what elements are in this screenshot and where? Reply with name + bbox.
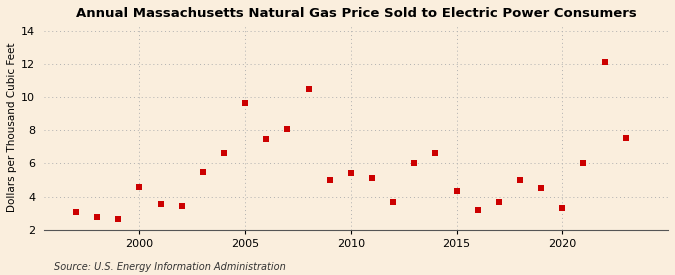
Title: Annual Massachusetts Natural Gas Price Sold to Electric Power Consumers: Annual Massachusetts Natural Gas Price S…	[76, 7, 637, 20]
Point	[134, 185, 145, 189]
Point	[113, 217, 124, 221]
Point	[198, 169, 209, 174]
Point	[409, 161, 420, 166]
Point	[620, 136, 631, 141]
Point	[303, 86, 314, 91]
Text: Source: U.S. Energy Information Administration: Source: U.S. Energy Information Administ…	[54, 262, 286, 272]
Point	[387, 200, 398, 205]
Point	[451, 189, 462, 193]
Point	[599, 60, 610, 64]
Point	[472, 208, 483, 212]
Point	[155, 202, 166, 206]
Point	[578, 161, 589, 166]
Point	[92, 215, 103, 219]
Point	[536, 186, 547, 191]
Point	[282, 127, 293, 131]
Point	[430, 150, 441, 155]
Point	[219, 150, 230, 155]
Point	[324, 178, 335, 182]
Y-axis label: Dollars per Thousand Cubic Feet: Dollars per Thousand Cubic Feet	[7, 42, 17, 211]
Point	[346, 171, 356, 175]
Point	[493, 200, 504, 205]
Point	[557, 206, 568, 210]
Point	[514, 178, 525, 182]
Point	[240, 101, 250, 105]
Point	[71, 210, 82, 214]
Point	[261, 137, 272, 141]
Point	[367, 176, 377, 180]
Point	[176, 204, 187, 208]
